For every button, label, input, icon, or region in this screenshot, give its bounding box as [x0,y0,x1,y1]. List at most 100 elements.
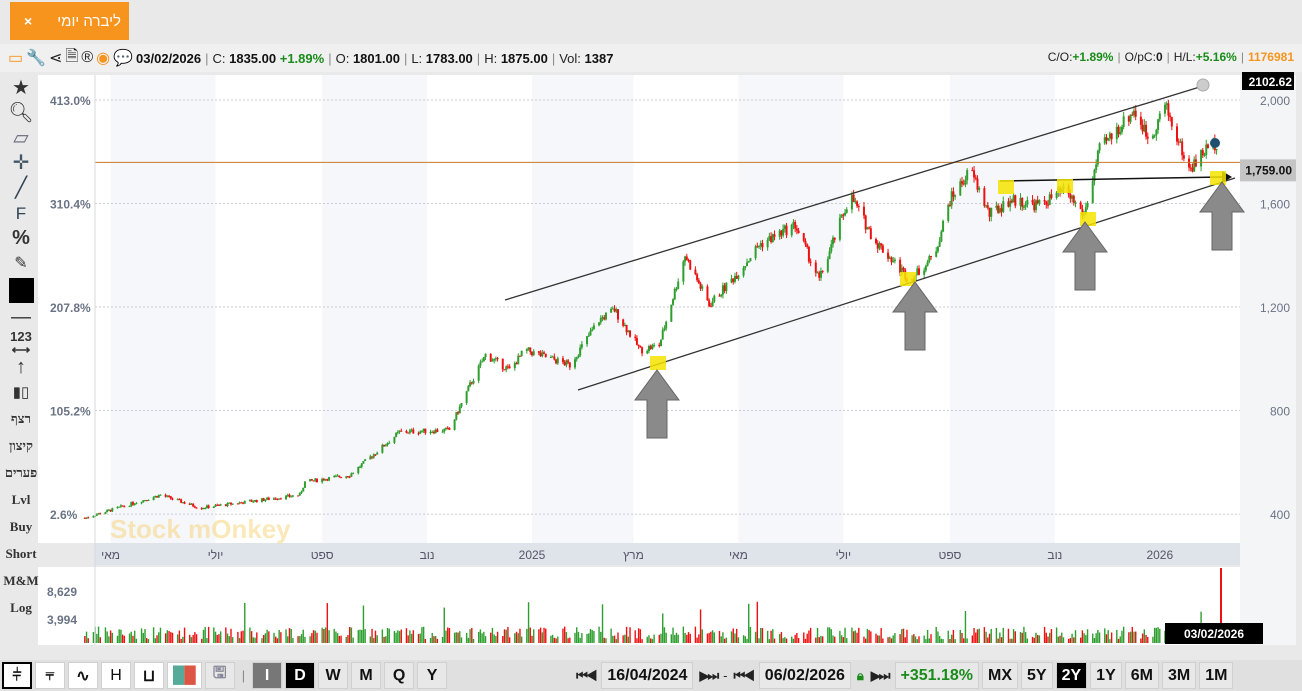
volume-bar [493,634,495,643]
candle-body [881,245,884,253]
volume-bar [856,632,858,643]
save-icon[interactable]: 🖫 [204,662,235,689]
tool-gaps[interactable]: פערים [4,465,38,480]
volume-bar [1071,633,1073,643]
share-icon[interactable]: ⋖ [49,50,63,67]
volume-bar [1131,626,1133,643]
up-arrow-icon [1199,181,1245,251]
tool-mm[interactable]: M&M [3,573,39,588]
candle-body [568,362,571,368]
volume-bar [373,637,375,643]
interval-Y[interactable]: Y [417,662,448,689]
interval-M[interactable]: M [351,662,382,689]
volume-bar [311,633,313,643]
volume-bar [477,631,480,643]
wrench-icon[interactable]: 🔧 [26,50,47,67]
volume-bar [816,627,819,643]
color-picker[interactable] [8,278,34,303]
start-forward-icon[interactable]: ▶⏭ [699,667,719,683]
range-5Y[interactable]: 5Y [1021,662,1053,689]
range-6M[interactable]: 6M [1124,662,1159,689]
candle-body [988,207,991,217]
interval-W[interactable]: W [318,662,349,689]
tool-short[interactable]: Short [5,546,37,561]
range-MX[interactable]: MX [982,662,1019,689]
tool-buy[interactable]: Buy [9,519,33,534]
crosshair-icon[interactable]: ✛ [12,152,30,174]
volume-bar [479,629,482,643]
color-bars-icon[interactable]: █ █ [167,662,202,689]
volume-bar [983,627,986,643]
lock-icon[interactable]: 🔒︎ [856,667,864,683]
candle-body [639,345,642,348]
interval-D[interactable]: D [285,662,316,689]
search-icon[interactable]: 🔍︎ [8,102,34,124]
volume-bar [868,630,870,643]
candle-body [518,355,521,357]
start-rewind-icon[interactable]: ⏮◀ [576,667,597,683]
volume-bar [1000,637,1003,643]
candle-body [658,344,661,347]
candle-body [1117,126,1120,135]
candle-body [1021,197,1024,207]
candles-icon[interactable]: ▮▯ [12,384,30,401]
candle-body [87,517,90,519]
volume-bar [663,627,666,643]
end-forward-icon[interactable]: ▶⏭ [870,667,891,683]
volume-bar [627,636,630,643]
range-2Y[interactable]: 2Y [1055,662,1088,689]
tab-bar: ליברה יומי × [0,0,1302,42]
volume-bar [617,632,619,643]
range-1M[interactable]: 1M [1199,662,1234,689]
fibonacci-icon[interactable]: F [15,204,27,223]
target-icon[interactable]: ◉ [96,50,111,67]
open-value: 1801.00 [352,50,400,66]
star-icon[interactable]: ★ [12,77,30,99]
ohlc-chart-icon[interactable]: ⫧ [35,662,65,689]
candle-body [1176,126,1178,142]
volume-tick: 3,994 [47,613,77,627]
arrow-tool-icon[interactable]: ↑ [16,356,26,378]
candlestick-chart-icon[interactable]: ⫩ [2,662,32,689]
line-chart-icon[interactable]: ∿ [68,662,98,689]
y-left-tick: 413.0% [50,94,91,108]
edit-icon[interactable]: ✎ [14,255,28,272]
measure-icon[interactable]: 123 ⟷ [10,329,32,357]
tool-lvl[interactable]: Lvl [11,492,31,507]
volume-bar [864,638,867,643]
candle-body [446,427,449,429]
tab-chart[interactable]: ליברה יומי × [10,2,129,40]
tool-extreme[interactable]: קיצון [9,438,33,453]
registered-icon[interactable]: ® [81,49,94,66]
interval-Q[interactable]: Q [384,662,415,689]
window-icon[interactable]: ▭ [8,50,24,67]
bar-chart-icon[interactable]: ⊔ [134,662,164,689]
range-1Y[interactable]: 1Y [1090,662,1122,689]
excel-icon[interactable]: 🗎 [65,47,79,65]
line-style-icon[interactable]: — [11,306,31,328]
start-date-input[interactable]: 16/04/2024 [601,662,694,689]
close-icon[interactable]: × [24,13,33,29]
eraser-icon[interactable]: ▱ [13,127,29,149]
volume-bar [950,634,953,643]
volume-bar [694,626,697,643]
volume-bar [1014,631,1017,643]
volume-bar [460,637,463,643]
candle-body [254,500,257,502]
line-tool-icon[interactable]: ╱ [14,177,28,199]
volume-bar [472,638,475,643]
interval-I[interactable]: I [252,662,283,689]
candle-body [1024,204,1027,207]
volume-bar [1023,626,1025,643]
h-chart-button[interactable]: H [101,662,131,689]
comment-icon[interactable]: 💬 [113,50,134,67]
percent-icon[interactable]: % [12,227,30,249]
end-date-input[interactable]: 06/02/2026 [758,662,851,689]
tool-sequence[interactable]: רצף [11,411,31,426]
plot-area[interactable] [38,75,1240,543]
tool-log[interactable]: Log [10,600,32,615]
volume-bar [718,630,721,643]
range-3M[interactable]: 3M [1161,662,1197,689]
end-rewind-icon[interactable]: ⏮◀ [733,667,755,683]
